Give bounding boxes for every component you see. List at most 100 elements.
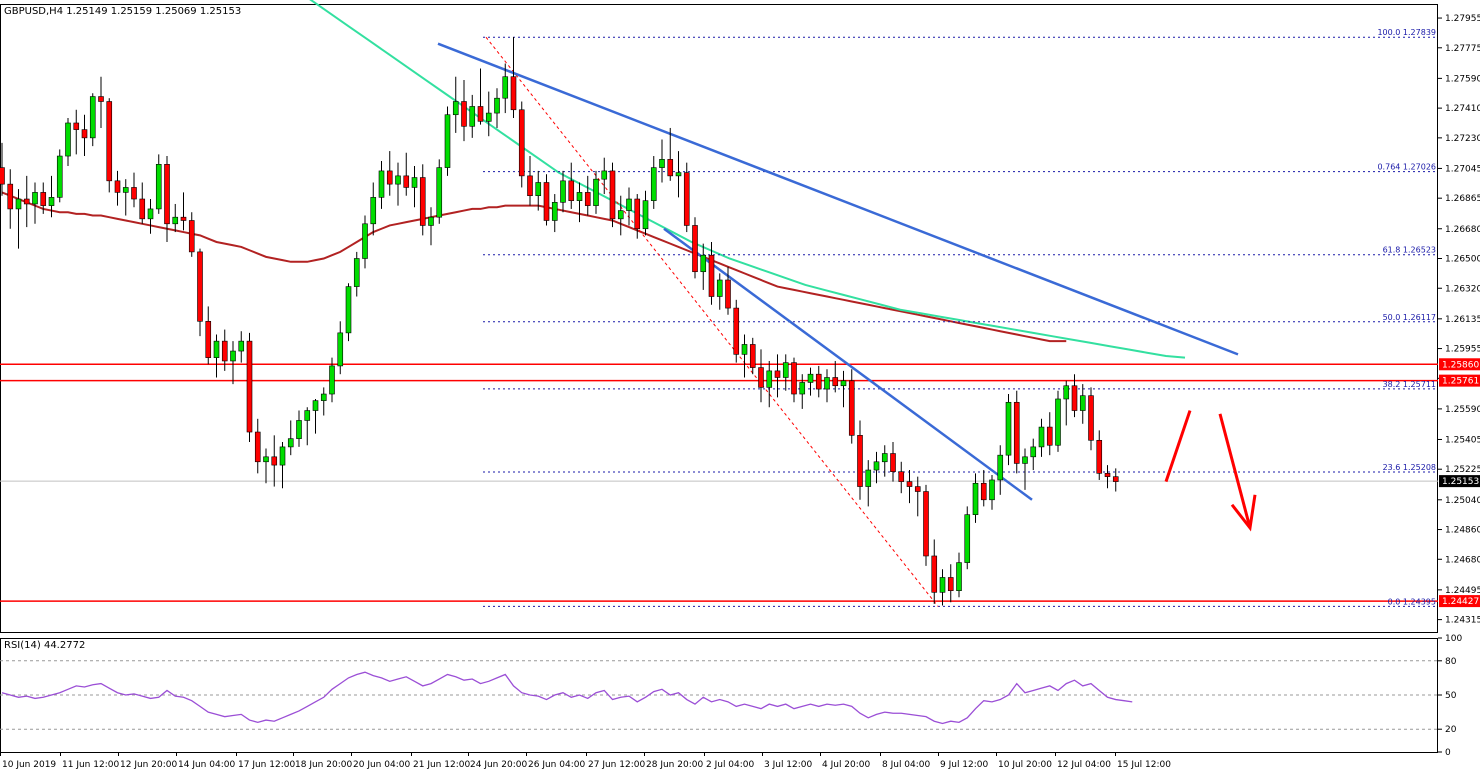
candle-body: [857, 435, 863, 487]
y-tick-label: 1.24680: [1445, 555, 1480, 565]
candle-body: [304, 410, 311, 421]
candle-body: [23, 198, 30, 205]
y-tick-label: 1.27955: [1445, 14, 1480, 24]
x-tick-label: 10 Jul 20:00: [998, 760, 1052, 770]
candle-body: [840, 380, 847, 387]
candle-body: [1046, 426, 1053, 446]
candle-body: [634, 198, 641, 230]
x-tick-label: 15 Jul 12:00: [1117, 760, 1171, 770]
candle-body: [436, 167, 443, 218]
fib-level-label: 38.2 1.25711: [1383, 380, 1436, 389]
candle-body: [659, 159, 665, 168]
candle-body: [411, 177, 418, 188]
level-price-badge: [1439, 358, 1480, 371]
candle-body: [180, 216, 187, 221]
candle-body: [914, 486, 921, 492]
rsi-tick-label: 50: [1445, 691, 1457, 701]
rsi-tick-label: 0: [1445, 748, 1451, 758]
x-tick-label: 12 Jul 04:00: [1057, 760, 1111, 770]
candle-body: [287, 438, 294, 448]
y-tick-label: 1.27230: [1445, 134, 1480, 144]
candle-body: [832, 377, 839, 387]
candle-body: [1063, 385, 1070, 400]
candle-body: [716, 279, 723, 297]
candle-body: [1005, 401, 1012, 456]
x-tick-label: 17 Jun 12:00: [238, 760, 295, 770]
price-axis: 1.27955 1.27775 1.27590 1.27410 1.27230 1.270…: [1438, 14, 1480, 626]
chart-header-symbol: GBPUSD,H4 1.25149 1.25159 1.25069 1.2515…: [4, 6, 241, 17]
candle-body: [7, 183, 14, 210]
y-tick-label: 1.24860: [1445, 526, 1480, 536]
candle-body: [576, 192, 583, 201]
fib-level-label: 100.0 1.27839: [1377, 28, 1436, 37]
candle-body: [428, 216, 434, 226]
candle-body: [626, 198, 632, 211]
candle-body: [246, 340, 253, 433]
candle-body: [947, 577, 954, 591]
candle-body: [139, 198, 146, 220]
candle-body: [1013, 401, 1020, 464]
candle-body: [452, 101, 459, 116]
candle-body: [560, 180, 566, 203]
y-tick-label: 1.25225: [1445, 465, 1480, 475]
x-tick-label: 12 Jun 20:00: [120, 760, 177, 770]
candle-body: [502, 76, 509, 99]
candle-body: [494, 97, 500, 114]
candle-body: [956, 562, 962, 591]
candle-body: [931, 555, 938, 593]
candle-body: [815, 373, 822, 390]
candle-body: [263, 456, 269, 463]
candle-body: [766, 370, 773, 388]
candle-body: [799, 382, 806, 395]
candle-body: [881, 453, 888, 463]
candle-body: [89, 96, 96, 139]
candle-body: [650, 167, 657, 201]
candle-body: [32, 192, 38, 205]
y-tick-label: 1.25955: [1445, 345, 1480, 355]
y-tick-label: 1.25405: [1445, 435, 1480, 445]
candle-body: [1088, 395, 1094, 441]
candle-body: [1030, 446, 1037, 458]
trendline-upper: [437, 42, 1239, 356]
candle-body: [972, 482, 979, 515]
candle-body: [254, 431, 261, 463]
candle-body: [824, 377, 830, 390]
candle-body: [1112, 476, 1119, 482]
candle-body: [279, 446, 286, 466]
candle-body: [362, 223, 368, 259]
candle-body: [1104, 473, 1111, 477]
candle-body: [477, 106, 484, 122]
rsi-tick-label: 80: [1445, 657, 1457, 667]
candle-body: [609, 170, 616, 220]
grid: [0, 4, 1438, 753]
candle-body: [782, 362, 789, 378]
y-tick-label: 1.26680: [1445, 225, 1480, 235]
forecast-arrow-head: [1230, 494, 1257, 532]
candle-body: [395, 175, 401, 185]
candle-body: [114, 180, 121, 193]
candle-body: [758, 367, 764, 388]
candle-body: [65, 122, 71, 157]
candle-body: [683, 172, 690, 226]
candle-body: [865, 469, 872, 487]
candle-body: [749, 344, 756, 368]
y-tick-label: 1.25040: [1445, 496, 1480, 506]
x-tick-label: 2 Jul 04:00: [706, 760, 755, 770]
candle-body: [997, 454, 1004, 481]
candle-body: [329, 365, 335, 395]
x-tick-label: 27 Jun 12:00: [588, 760, 645, 770]
candle-body: [230, 350, 236, 362]
y-tick-label: 1.27045: [1445, 164, 1480, 174]
x-tick-label: 20 Jun 04:00: [353, 760, 410, 770]
candle-body: [56, 155, 63, 198]
fib-level-label: 0.764 1.27026: [1377, 163, 1436, 172]
x-tick-label: 4 Jul 20:00: [822, 760, 871, 770]
rsi-title: RSI(14) 44.2772: [4, 640, 85, 651]
x-tick-label: 9 Jul 12:00: [940, 760, 989, 770]
x-tick-label: 11 Jun 12:00: [62, 760, 119, 770]
x-tick-label: 3 Jul 12:00: [764, 760, 813, 770]
y-tick-label: 1.26135: [1445, 315, 1480, 325]
candle-body: [692, 225, 698, 273]
candle-body: [378, 170, 385, 198]
